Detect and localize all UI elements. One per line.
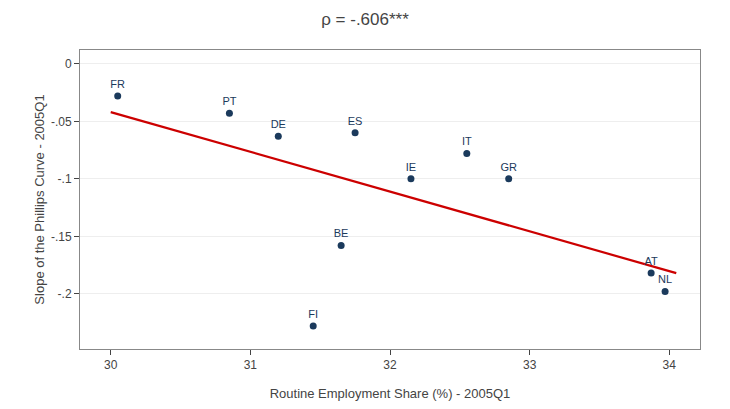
svg-text:FR: FR: [110, 78, 125, 90]
svg-text:GR: GR: [500, 161, 517, 173]
svg-text:IT: IT: [462, 135, 472, 147]
svg-text:33: 33: [523, 358, 537, 372]
svg-text:-.1: -.1: [58, 172, 72, 186]
svg-text:PT: PT: [222, 95, 236, 107]
svg-text:FI: FI: [308, 308, 318, 320]
svg-text:32: 32: [383, 358, 397, 372]
svg-text:NL: NL: [658, 273, 672, 285]
svg-text:31: 31: [244, 358, 258, 372]
svg-text:Slope of the Phillips Curve -: Slope of the Phillips Curve - 2005Q1: [32, 94, 47, 304]
svg-text:BE: BE: [334, 227, 349, 239]
svg-text:DE: DE: [271, 118, 286, 130]
svg-text:-.2: -.2: [58, 287, 72, 301]
svg-text:AT: AT: [645, 255, 659, 267]
svg-text:ρ = -.606***: ρ = -.606***: [321, 10, 409, 29]
svg-text:-.05: -.05: [51, 115, 72, 129]
svg-text:34: 34: [663, 358, 677, 372]
svg-text:Routine Employment Share (%) -: Routine Employment Share (%) - 2005Q1: [270, 386, 511, 401]
svg-text:ES: ES: [348, 115, 363, 127]
svg-text:IE: IE: [406, 161, 416, 173]
svg-text:0: 0: [65, 57, 72, 71]
svg-text:30: 30: [104, 358, 118, 372]
svg-text:-.15: -.15: [51, 230, 72, 244]
